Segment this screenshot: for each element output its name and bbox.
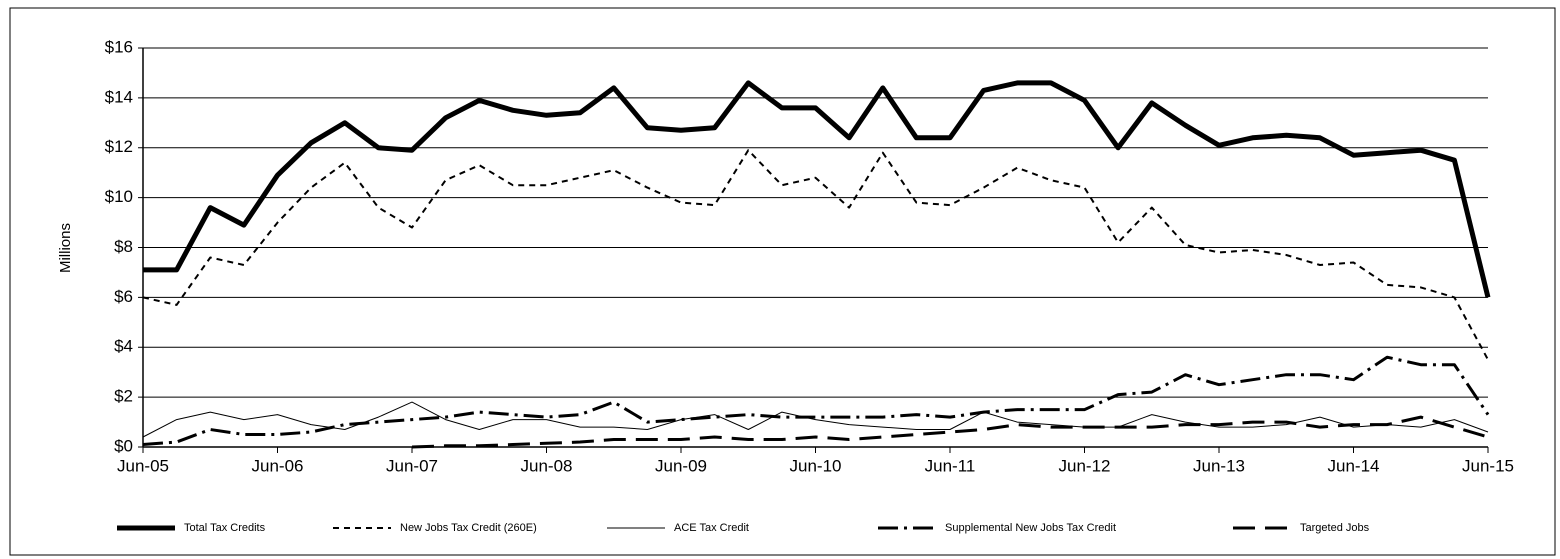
y-tick-label: $16 (105, 37, 133, 56)
legend-label: Total Tax Credits (184, 522, 266, 534)
chart-frame (9, 7, 1556, 556)
x-tick-label: Jun-08 (521, 456, 573, 475)
series-line (411, 415, 1489, 449)
legend-label: ACE Tax Credit (674, 522, 749, 534)
x-tick-label: Jun-06 (252, 456, 304, 475)
y-tick-label: $0 (114, 436, 133, 455)
y-tick-label: $6 (114, 287, 133, 306)
legend-label: New Jobs Tax Credit (260E) (400, 522, 537, 534)
x-tick-label: Jun-14 (1328, 456, 1380, 475)
x-tick-label: Jun-15 (1462, 456, 1514, 475)
x-tick-label: Jun-10 (790, 456, 842, 475)
x-tick-label: Jun-09 (655, 456, 707, 475)
x-tick-label: Jun-05 (117, 456, 169, 475)
y-tick-label: $4 (114, 337, 133, 356)
y-tick-label: $8 (114, 237, 133, 256)
y-axis-label: Millions (57, 223, 74, 273)
series-line (142, 355, 1490, 446)
y-tick-label: $12 (105, 137, 133, 156)
x-tick-label: Jun-13 (1193, 456, 1245, 475)
legend-label: Targeted Jobs (1300, 522, 1370, 534)
series-line (142, 401, 1489, 438)
x-tick-label: Jun-07 (386, 456, 438, 475)
series-line (142, 149, 1489, 361)
series-line (143, 80, 1491, 298)
x-tick-label: Jun-11 (925, 456, 976, 475)
y-tick-label: $10 (105, 187, 133, 206)
x-tick-label: Jun-12 (1059, 456, 1111, 475)
y-tick-label: $14 (105, 87, 133, 106)
legend-label: Supplemental New Jobs Tax Credit (945, 522, 1116, 534)
y-tick-label: $2 (114, 387, 133, 406)
